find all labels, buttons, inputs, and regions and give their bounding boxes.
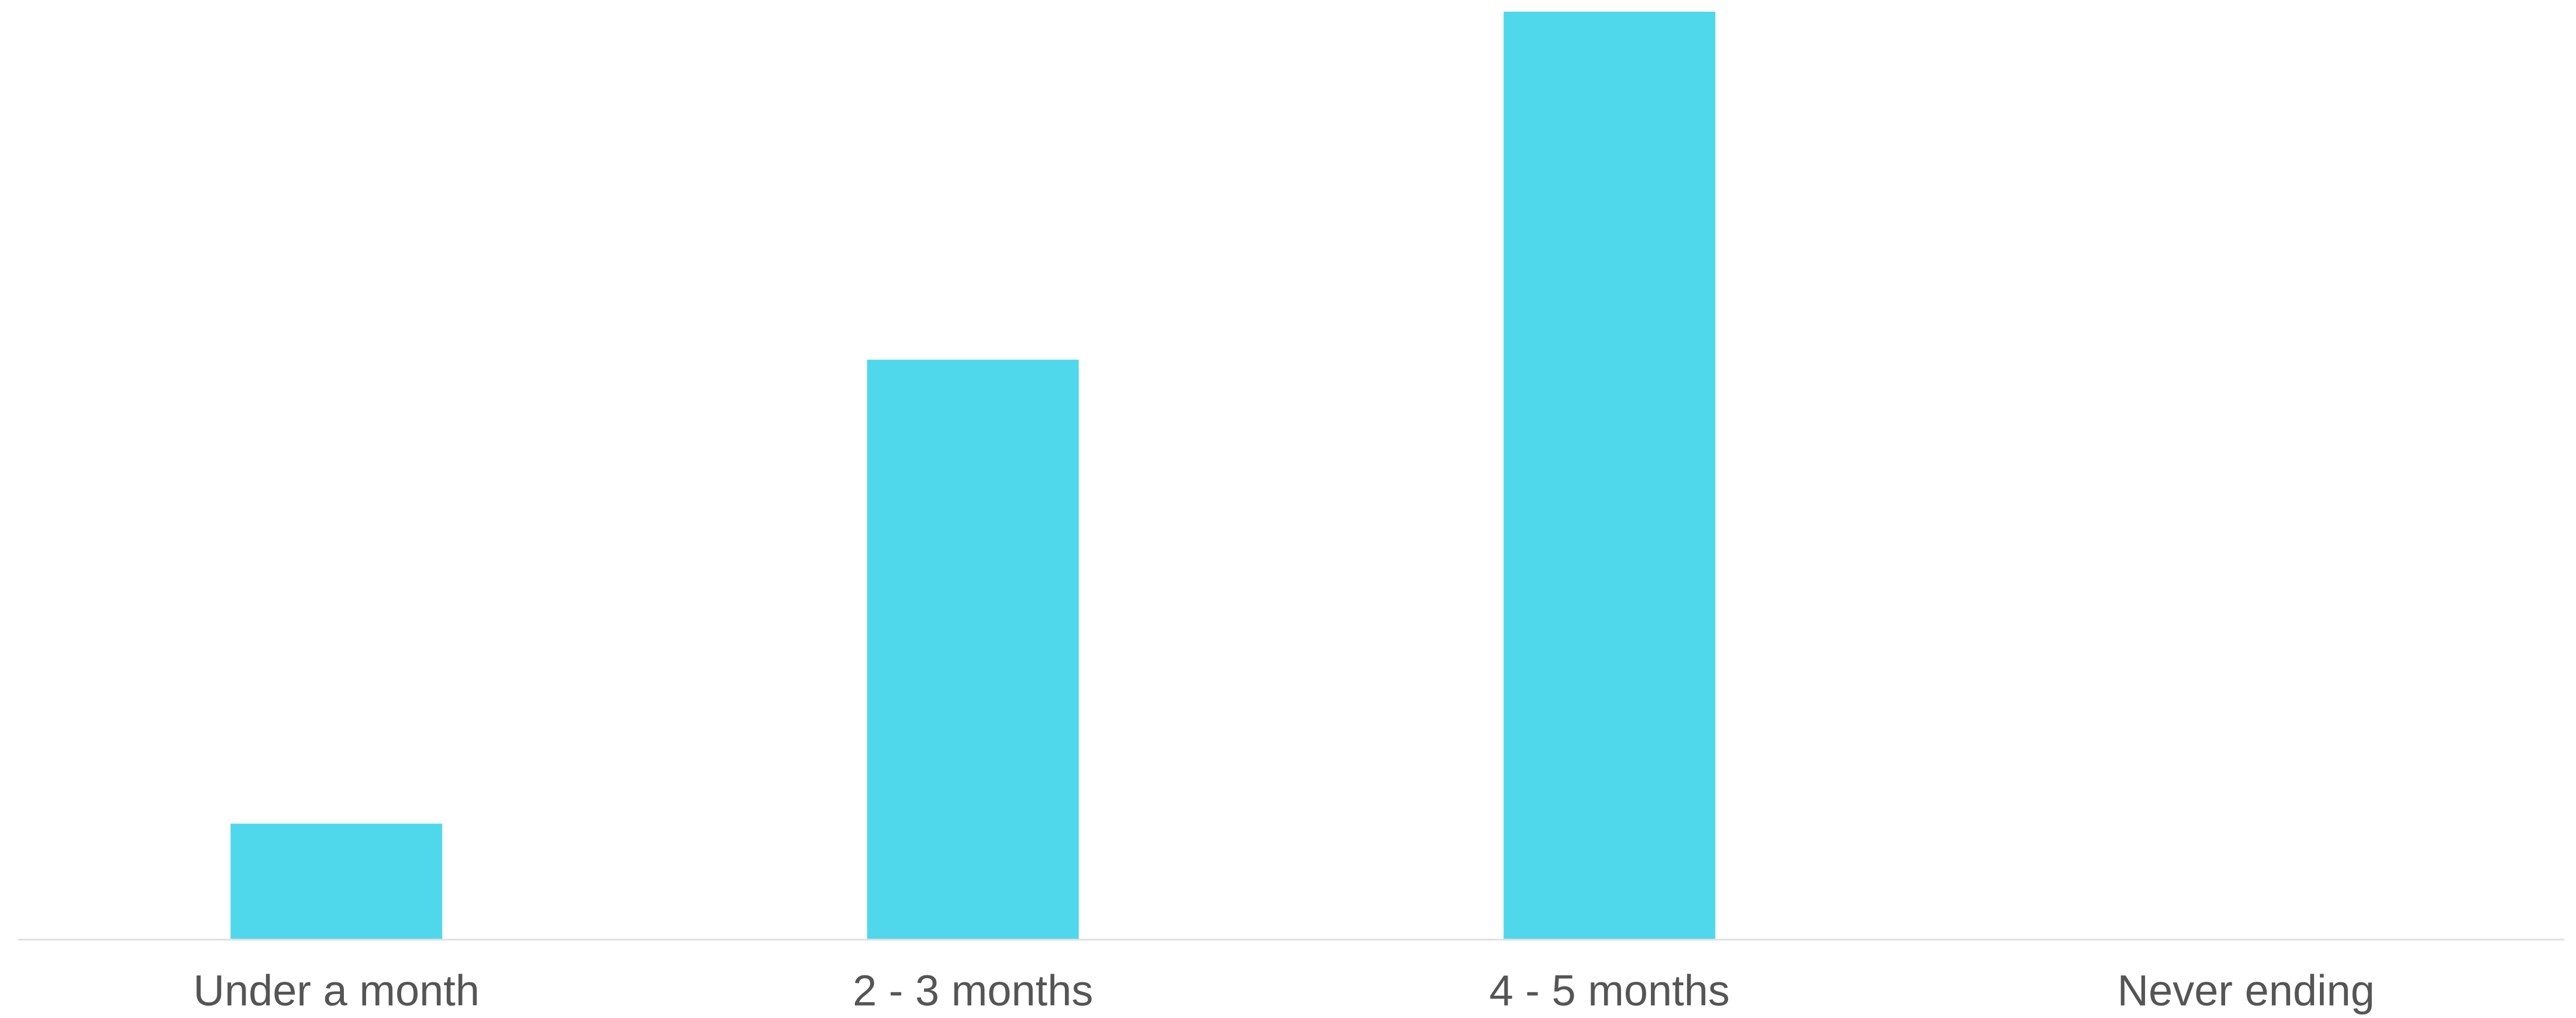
bar — [1503, 12, 1716, 940]
bar — [230, 823, 443, 940]
x-tick-label: 4 - 5 months — [1489, 967, 1730, 1015]
bar — [867, 360, 1079, 940]
x-tick-label: Under a month — [194, 967, 480, 1015]
x-tick-label: 2 - 3 months — [853, 967, 1093, 1015]
x-tick-label: Never ending — [2118, 967, 2375, 1015]
